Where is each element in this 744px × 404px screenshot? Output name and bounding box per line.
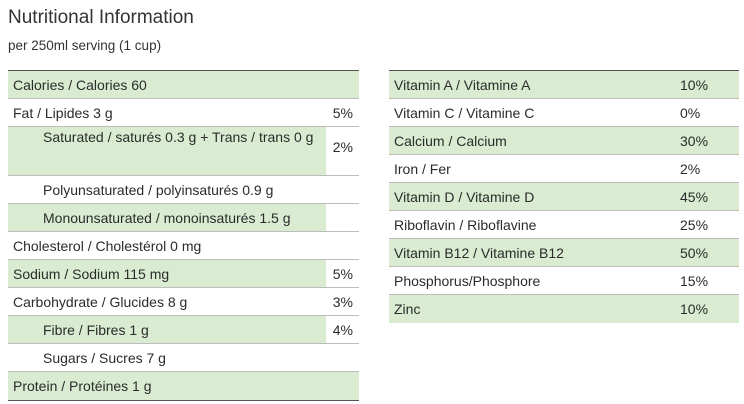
table-row: Vitamin B12 / Vitamine B12 50% <box>389 239 739 267</box>
daily-value: 4% <box>332 322 353 338</box>
table-row: Fibre / Fibres 1 g 4% <box>8 316 359 344</box>
table-row: Carbohydrate / Glucides 8 g 3% <box>8 288 359 316</box>
table-row: Saturated / saturés 0.3 g + Trans / tran… <box>8 127 359 176</box>
nutrient-label: Vitamin C / Vitamine C <box>394 105 535 121</box>
nutrient-label: Zinc <box>394 301 421 317</box>
daily-value: 3% <box>332 294 353 310</box>
table-row: Vitamin C / Vitamine C 0% <box>389 99 739 127</box>
daily-value: 2% <box>332 139 353 155</box>
table-row: Sodium / Sodium 115 mg 5% <box>8 260 359 288</box>
table-row: Fat / Lipides 3 g 5% <box>8 99 359 127</box>
nutrient-label: Sodium / Sodium 115 mg <box>13 266 170 282</box>
table-row: Iron / Fer 2% <box>389 155 739 183</box>
table-row: Vitamin A / Vitamine A 10% <box>389 71 739 99</box>
table-row: Phosphorus/Phosphore 15% <box>389 267 739 295</box>
nutrient-label: Cholesterol / Cholestérol 0 mg <box>13 238 202 254</box>
nutrient-label: Carbohydrate / Glucides 8 g <box>13 294 188 310</box>
nutrient-label: Vitamin B12 / Vitamine B12 <box>394 245 564 261</box>
daily-value: 0% <box>680 105 701 121</box>
daily-value: 50% <box>680 245 709 261</box>
table-row: Zinc 10% <box>389 295 739 323</box>
nutrient-label: Vitamin D / Vitamine D <box>394 189 535 205</box>
daily-value: 25% <box>680 217 709 233</box>
nutrient-label: Saturated / saturés 0.3 g + Trans / tran… <box>43 129 314 145</box>
nutrient-label: Vitamin A / Vitamine A <box>394 77 531 93</box>
table-row: Protein / Protéines 1 g <box>8 372 359 400</box>
daily-value: 2% <box>680 161 701 177</box>
nutrient-label: Fibre / Fibres 1 g <box>43 322 149 338</box>
daily-value: 10% <box>680 301 709 317</box>
serving-size: per 250ml serving (1 cup) <box>8 38 162 53</box>
table-row: Calcium / Calcium 30% <box>389 127 739 155</box>
table-row: Cholesterol / Cholestérol 0 mg <box>8 232 359 260</box>
nutrient-label: Iron / Fer <box>394 161 451 177</box>
table-row: Sugars / Sucres 7 g <box>8 344 359 372</box>
daily-value: 5% <box>332 266 353 282</box>
nutrient-label: Calories / Calories 60 <box>13 77 147 93</box>
nutrient-label: Protein / Protéines 1 g <box>13 378 152 394</box>
table-row: Riboflavin / Riboflavine 25% <box>389 211 739 239</box>
nutrient-label: Riboflavin / Riboflavine <box>394 217 537 233</box>
nutrient-table: Calories / Calories 60 Fat / Lipides 3 g… <box>8 70 359 401</box>
nutrient-label: Calcium / Calcium <box>394 133 507 149</box>
table-row: Vitamin D / Vitamine D 45% <box>389 183 739 211</box>
daily-value: 15% <box>680 273 709 289</box>
nutrient-label: Sugars / Sucres 7 g <box>43 350 166 366</box>
table-row: Monounsaturated / monoinsaturés 1.5 g <box>8 204 359 232</box>
nutrient-label: Fat / Lipides 3 g <box>13 105 113 121</box>
daily-value: 30% <box>680 133 709 149</box>
nutrient-label: Phosphorus/Phosphore <box>394 273 541 289</box>
nutrient-label: Monounsaturated / monoinsaturés 1.5 g <box>43 210 291 226</box>
daily-value: 10% <box>680 77 709 93</box>
table-row: Calories / Calories 60 <box>8 71 359 99</box>
nutrient-label: Polyunsaturated / polyinsaturés 0.9 g <box>43 182 274 198</box>
vitamin-mineral-table: Vitamin A / Vitamine A 10% Vitamin C / V… <box>389 70 739 323</box>
daily-value: 5% <box>332 105 353 121</box>
daily-value: 45% <box>680 189 709 205</box>
page-title: Nutritional Information <box>8 7 194 28</box>
table-row: Polyunsaturated / polyinsaturés 0.9 g <box>8 176 359 204</box>
